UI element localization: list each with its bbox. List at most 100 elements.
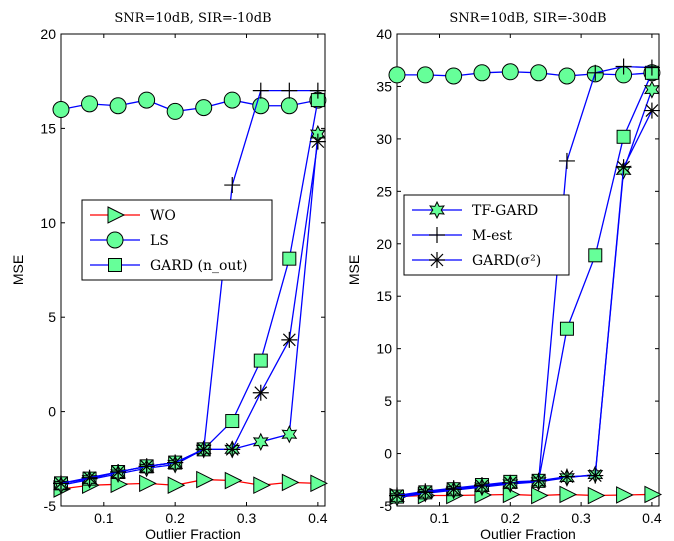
- left-chart-panel: SNR=10dB, SIR=-10dB -5 0 5 10 15 20 0.1 0.2 0.3 0.…: [10, 11, 328, 541]
- legend-label: WO: [150, 208, 176, 224]
- data-point: [643, 80, 660, 99]
- data-point: [138, 91, 156, 109]
- data-point: [445, 481, 462, 498]
- data-point: [445, 67, 463, 85]
- data-point: [501, 63, 519, 81]
- data-point: [223, 91, 241, 109]
- y-tick-label: -5: [44, 498, 57, 514]
- data-point: [531, 486, 549, 505]
- y-tick-label: 5: [384, 393, 392, 409]
- series-line: [61, 141, 319, 484]
- legend-marker: [106, 231, 124, 249]
- data-point: [473, 64, 491, 82]
- data-point: [389, 487, 405, 504]
- legend-marker: [429, 200, 445, 220]
- data-point: [587, 486, 606, 505]
- data-point: [281, 82, 298, 99]
- chart-title: SNR=10dB, SIR=-30dB: [449, 11, 606, 26]
- legend-label: GARD(σ²): [472, 253, 541, 269]
- data-point: [139, 474, 157, 493]
- data-point: [167, 476, 186, 495]
- data-point: [558, 67, 576, 85]
- data-point: [310, 474, 328, 493]
- legend-item: TF-GARD: [412, 200, 538, 220]
- x-tick-label: 0.4: [642, 510, 662, 526]
- data-point: [196, 470, 214, 489]
- data-point: [309, 82, 326, 99]
- series-circle: [388, 63, 661, 85]
- data-point: [616, 129, 631, 144]
- x-tick-label: 0.3: [237, 510, 257, 526]
- data-point: [388, 66, 406, 84]
- data-point: [615, 58, 632, 75]
- data-point: [195, 99, 213, 117]
- data-point: [195, 441, 212, 458]
- series-triangle-right: [53, 470, 328, 498]
- y-tick-label: 35: [376, 78, 392, 94]
- y-axis-label: MSE: [10, 255, 26, 285]
- y-tick-label: 10: [376, 341, 392, 357]
- legend-label: M-est: [472, 228, 513, 244]
- data-point: [282, 251, 297, 266]
- series-line: [397, 71, 652, 77]
- y-tick-label: 25: [376, 183, 392, 199]
- data-point: [644, 485, 663, 504]
- data-point: [225, 414, 240, 429]
- legend: TF-GARD M-est GARD(σ²): [403, 194, 570, 276]
- legend-item: GARD (n_out): [90, 258, 248, 274]
- series-asterisk: [389, 102, 660, 504]
- data-point: [281, 473, 300, 492]
- x-axis-label: Outlier Fraction: [145, 526, 241, 541]
- data-point: [309, 133, 326, 150]
- y-tick-label: 30: [376, 131, 392, 147]
- chart-title: SNR=10dB, SIR=-10dB: [114, 11, 271, 26]
- data-point: [615, 159, 632, 176]
- legend-item: WO: [90, 206, 176, 224]
- data-point: [417, 484, 434, 501]
- data-point: [643, 59, 660, 76]
- data-point: [281, 331, 298, 348]
- legend-label: LS: [150, 233, 169, 249]
- y-tick-label: 0: [384, 446, 392, 462]
- y-tick-label: 5: [48, 309, 56, 325]
- x-tick-label: 0.4: [308, 510, 328, 526]
- data-point: [166, 102, 184, 120]
- legend-marker: [107, 206, 126, 224]
- data-point: [558, 152, 575, 169]
- data-point: [253, 476, 271, 495]
- legend-label: GARD (n_out): [150, 258, 248, 274]
- data-point: [224, 471, 243, 490]
- legend-label: TF-GARD: [472, 203, 538, 219]
- x-axis-label: Outlier Fraction: [480, 526, 576, 541]
- data-point: [281, 425, 298, 444]
- series-line: [61, 99, 318, 113]
- legend-marker: [108, 258, 122, 272]
- data-point: [252, 432, 269, 451]
- data-point: [138, 458, 155, 475]
- data-point: [81, 469, 98, 486]
- y-tick-label: 20: [40, 26, 56, 42]
- x-tick-label: 0.2: [165, 510, 185, 526]
- y-tick-label: 0: [48, 404, 56, 420]
- data-point: [530, 64, 548, 82]
- data-point: [52, 101, 70, 119]
- series-line: [61, 478, 318, 490]
- data-point: [224, 441, 241, 458]
- data-point: [252, 384, 269, 401]
- legend: WO LS GARD (n_out): [81, 199, 273, 281]
- legend-item: LS: [90, 231, 169, 249]
- data-point: [252, 82, 269, 99]
- data-point: [110, 464, 127, 481]
- x-tick-label: 0.1: [430, 510, 450, 526]
- data-point: [587, 467, 604, 484]
- x-tick-label: 0.1: [94, 510, 114, 526]
- data-point: [587, 64, 604, 81]
- data-point: [224, 177, 241, 194]
- data-point: [502, 474, 519, 491]
- data-point: [81, 95, 99, 113]
- y-tick-label: -5: [380, 498, 393, 514]
- data-point: [616, 486, 634, 504]
- data-point: [280, 97, 298, 115]
- series-line: [397, 493, 652, 498]
- data-point: [473, 478, 490, 495]
